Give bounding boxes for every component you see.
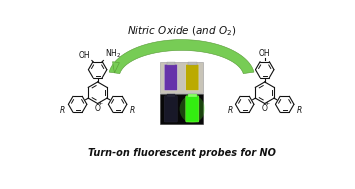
Text: R: R [227,106,233,115]
Text: NH$_2$: NH$_2$ [105,48,121,60]
Text: Turn-on fluorescent probes for NO: Turn-on fluorescent probes for NO [88,148,275,158]
Polygon shape [113,62,119,73]
Ellipse shape [180,95,205,123]
FancyBboxPatch shape [160,94,203,124]
FancyBboxPatch shape [160,62,203,93]
FancyBboxPatch shape [164,64,177,91]
Text: OH: OH [259,49,271,58]
FancyBboxPatch shape [166,94,175,97]
Text: R: R [130,106,135,115]
Text: OH: OH [79,51,91,60]
FancyBboxPatch shape [188,94,197,97]
FancyBboxPatch shape [186,96,199,122]
Text: R: R [60,106,66,115]
Text: O: O [262,104,268,113]
FancyBboxPatch shape [186,64,199,91]
FancyBboxPatch shape [188,62,197,65]
FancyBboxPatch shape [166,62,175,65]
Text: $\bf{\it{Nitric\ Oxide}}$$\it{\ (and\ O_2)}$: $\bf{\it{Nitric\ Oxide}}$$\it{\ (and\ O_… [127,24,236,38]
Polygon shape [109,40,254,74]
Text: R: R [297,106,302,115]
Text: O: O [95,104,100,113]
Text: +: + [265,101,270,106]
Text: +: + [98,101,103,106]
FancyBboxPatch shape [164,96,177,122]
